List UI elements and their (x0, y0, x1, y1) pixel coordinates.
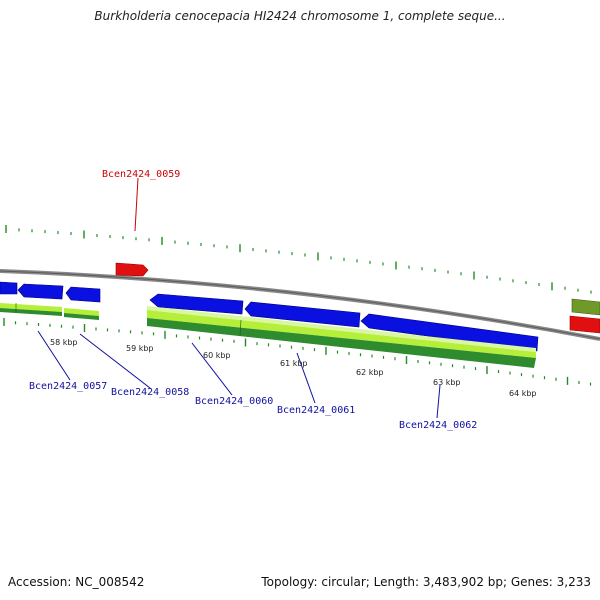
kbp-label-63: 63 kbp (433, 378, 461, 387)
accession-label: Accession: NC_008542 (8, 575, 145, 589)
gene-bcen2424-0060[interactable] (149, 293, 244, 315)
gene-label-0060[interactable]: Bcen2424_0060 (195, 396, 273, 407)
gene-label-0062[interactable]: Bcen2424_0062 (399, 420, 477, 431)
kbp-label-61: 61 kbp (280, 359, 308, 368)
gene-label-0058[interactable]: Bcen2424_0058 (111, 387, 189, 398)
cds-band-main (147, 306, 536, 368)
cds-band-left (0, 303, 99, 320)
kbp-label-59: 59 kbp (126, 344, 154, 353)
gene-bcen2424-0062[interactable] (360, 313, 539, 352)
gene-label-0059[interactable]: Bcen2424_0059 (102, 169, 180, 180)
genome-stats-label: Topology: circular; Length: 3,483,902 bp… (261, 575, 591, 589)
gene-feature-olive-right[interactable] (571, 298, 600, 316)
leader-0058 (79, 333, 151, 389)
page-title: Burkholderia cenocepacia HI2424 chromoso… (94, 9, 506, 23)
kbp-label-62: 62 kbp (356, 368, 384, 377)
leader-0057 (37, 330, 71, 381)
leader-0062 (436, 384, 441, 419)
bottom-tick-track (3, 318, 592, 386)
kbp-label-60: 60 kbp (203, 351, 231, 360)
gene-bcen2424-0057[interactable] (0, 281, 18, 295)
gene-label-0057[interactable]: Bcen2424_0057 (29, 381, 107, 392)
leader-0060 (191, 342, 233, 396)
gene-bcen2424-0059[interactable] (115, 262, 149, 277)
gene-bcen2424-0061[interactable] (244, 301, 361, 328)
gene-label-0061[interactable]: Bcen2424_0061 (277, 405, 355, 416)
gene-bcen2424-0058[interactable] (17, 283, 101, 303)
kbp-label-64: 64 kbp (509, 389, 537, 398)
gene-feature-red-right[interactable] (569, 315, 600, 334)
top-tick-track (5, 225, 592, 294)
leader-0061 (296, 352, 316, 404)
leader-0059 (134, 177, 139, 232)
kbp-label-58: 58 kbp (50, 338, 78, 347)
